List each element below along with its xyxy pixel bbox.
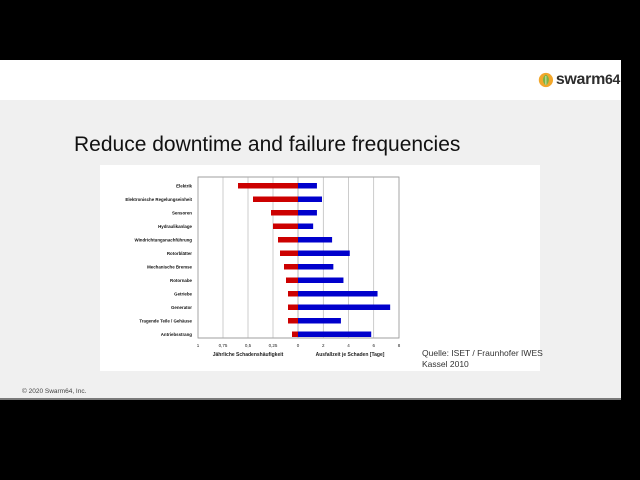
chart-plot-frame	[197, 176, 400, 339]
downtime-bar	[298, 237, 333, 243]
category-label: Rotorblätter	[167, 251, 192, 256]
downtime-bar	[298, 183, 317, 189]
slide-header: swarm64	[0, 60, 621, 100]
chart-image: 1 0,75 0,5 0,25 0 2 4 6 8 Jährliche Schadenshäufi…	[100, 165, 406, 371]
right-tick-label: 4	[347, 343, 350, 348]
category-label: Windrichtungsnachführung	[134, 237, 192, 242]
frequency-bar	[280, 250, 298, 256]
frequency-bar	[238, 183, 298, 189]
logo-text: swarm64	[556, 71, 620, 89]
frequency-bar	[253, 196, 298, 202]
right-tick-label: 6	[372, 343, 375, 348]
frequency-bar	[288, 304, 298, 310]
source-citation: Quelle: ISET / Fraunhofer IWES Kassel 20…	[422, 348, 543, 370]
source-line-1: Quelle: ISET / Fraunhofer IWES	[422, 348, 543, 358]
left-tick-label: 0,25	[269, 343, 278, 348]
category-label: Sensoren	[172, 210, 192, 215]
right-tick-label: 8	[398, 343, 401, 348]
downtime-bar	[298, 277, 344, 283]
downtime-bar	[298, 264, 334, 270]
category-label: Elektrik	[176, 183, 192, 188]
frequency-bar	[288, 318, 298, 324]
frequency-bar	[286, 277, 298, 283]
downtime-bar	[298, 318, 341, 324]
downtime-bar	[298, 210, 317, 216]
butterfly-chart: 1 0,75 0,5 0,25 0 2 4 6 8 Jährliche Schadenshäufi…	[125, 176, 401, 358]
frequency-bar	[288, 291, 298, 297]
category-label: Hydraulikanlage	[158, 224, 192, 229]
downtime-bar	[298, 250, 350, 256]
slide: swarm64 Reduce downtime and failure freq…	[0, 60, 621, 398]
source-panel: Quelle: ISET / Fraunhofer IWES Kassel 20…	[406, 165, 543, 371]
category-label: Mechanische Bremse	[147, 264, 192, 269]
frequency-bar	[273, 223, 298, 229]
category-label: Generator	[171, 305, 192, 310]
right-axis-label: Ausfallzeit je Schaden [Tage]	[316, 352, 385, 358]
logo-word: swarm	[555, 71, 606, 88]
frequency-bar	[271, 210, 298, 216]
downtime-bar	[298, 304, 391, 310]
logo-number: 64	[605, 71, 620, 87]
left-axis-label: Jährliche Schadenshäufigkeit	[213, 352, 284, 358]
downtime-bar	[298, 196, 322, 202]
frequency-bar	[292, 331, 298, 337]
downtime-bar	[298, 223, 314, 229]
left-tick-label: 0,75	[219, 343, 228, 348]
category-label: Getriebe	[174, 291, 192, 296]
category-label: Elektronische Regelungseinheit	[125, 197, 192, 202]
copyright-footer: © 2020 Swarm64, Inc.	[22, 388, 87, 395]
swarm-leaf-logo-icon	[538, 72, 554, 88]
frequency-bar	[284, 264, 298, 270]
left-tick-label: 1	[197, 343, 200, 348]
slide-title: Reduce downtime and failure frequencies	[74, 133, 461, 156]
swarm64-logo: swarm64	[538, 67, 620, 93]
downtime-bar	[298, 291, 378, 297]
right-tick-label: 2	[322, 343, 325, 348]
source-line-2: Kassel 2010	[422, 359, 469, 369]
slide-bottom-border	[0, 398, 621, 400]
downtime-bar	[298, 331, 372, 337]
category-label: Antriebsstrang	[161, 332, 193, 337]
category-label: Tragende Teile / Gehäuse	[139, 318, 192, 323]
left-tick-label: 0	[297, 343, 300, 348]
frequency-bar	[278, 237, 298, 243]
left-tick-label: 0,5	[245, 343, 252, 348]
category-label: Rotornabe	[170, 278, 193, 283]
